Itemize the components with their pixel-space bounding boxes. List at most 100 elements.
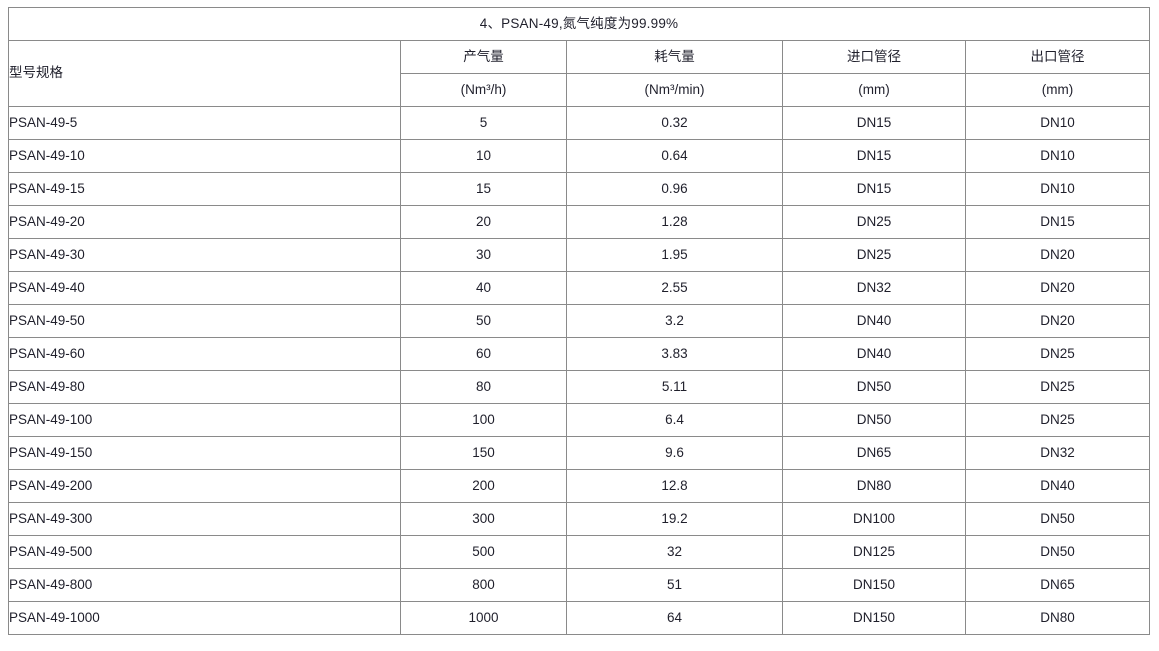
cell-flow: 150 [400, 436, 567, 470]
cell-flow: 50 [400, 304, 567, 338]
cell-cons: 1.95 [566, 238, 783, 272]
header-row-unit: (Nm³/h) (Nm³/min) (mm) (mm) [9, 73, 1150, 107]
cell-outlet: DN15 [965, 205, 1150, 239]
cell-inlet: DN25 [782, 238, 966, 272]
cell-outlet: DN50 [965, 502, 1150, 536]
cell-outlet: DN65 [965, 568, 1150, 602]
table-row: PSAN-49-1000 1000 64 DN150 DN80 [8, 601, 1150, 635]
cell-model: PSAN-49-10 [8, 139, 401, 173]
table-row: PSAN-49-800 800 51 DN150 DN65 [8, 568, 1150, 602]
cell-model: PSAN-49-500 [8, 535, 401, 569]
cell-inlet: DN150 [782, 601, 966, 635]
cell-flow: 500 [400, 535, 567, 569]
cell-flow: 1000 [400, 601, 567, 635]
table-row: PSAN-49-60 60 3.83 DN40 DN25 [8, 337, 1150, 371]
cell-model: PSAN-49-1000 [8, 601, 401, 635]
cell-cons: 5.11 [566, 370, 783, 404]
table-row: PSAN-49-80 80 5.11 DN50 DN25 [8, 370, 1150, 404]
cell-flow: 80 [400, 370, 567, 404]
cell-model: PSAN-49-20 [8, 205, 401, 239]
cell-outlet: DN20 [965, 304, 1150, 338]
table-title: 4、PSAN-49,氮气纯度为99.99% [8, 7, 1150, 41]
cell-outlet: DN10 [965, 172, 1150, 206]
table-row: PSAN-49-30 30 1.95 DN25 DN20 [8, 238, 1150, 272]
cell-model: PSAN-49-200 [8, 469, 401, 503]
cell-inlet: DN125 [782, 535, 966, 569]
cell-outlet: DN20 [965, 238, 1150, 272]
cell-cons: 32 [566, 535, 783, 569]
cell-flow: 200 [400, 469, 567, 503]
column-header-consumption: 耗气量 [566, 40, 783, 74]
cell-flow: 15 [400, 172, 567, 206]
cell-outlet: DN10 [965, 139, 1150, 173]
cell-flow: 30 [400, 238, 567, 272]
table-row: PSAN-49-500 500 32 DN125 DN50 [8, 535, 1150, 569]
table-row: PSAN-49-15 15 0.96 DN15 DN10 [8, 172, 1150, 206]
cell-outlet: DN25 [965, 370, 1150, 404]
cell-inlet: DN15 [782, 139, 966, 173]
table-row: PSAN-49-40 40 2.55 DN32 DN20 [8, 271, 1150, 305]
cell-model: PSAN-49-800 [8, 568, 401, 602]
header-row-name: 型号规格 产气量 耗气量 进口管径 出口管径 [8, 40, 1150, 107]
table-row: PSAN-49-5 5 0.32 DN15 DN10 [8, 106, 1150, 140]
cell-model: PSAN-49-80 [8, 370, 401, 404]
cell-flow: 5 [400, 106, 567, 140]
cell-inlet: DN15 [782, 106, 966, 140]
column-header-model: 型号规格 [8, 40, 401, 107]
cell-outlet: DN80 [965, 601, 1150, 635]
cell-outlet: DN10 [965, 106, 1150, 140]
cell-cons: 0.32 [566, 106, 783, 140]
cell-inlet: DN65 [782, 436, 966, 470]
cell-flow: 60 [400, 337, 567, 371]
cell-cons: 19.2 [566, 502, 783, 536]
table-row: PSAN-49-300 300 19.2 DN100 DN50 [8, 502, 1150, 536]
cell-model: PSAN-49-100 [8, 403, 401, 437]
cell-cons: 6.4 [566, 403, 783, 437]
cell-flow: 20 [400, 205, 567, 239]
cell-inlet: DN40 [782, 337, 966, 371]
specification-table: 4、PSAN-49,氮气纯度为99.99% 型号规格 产气量 耗气量 进口管径 … [8, 7, 1150, 635]
cell-cons: 12.8 [566, 469, 783, 503]
cell-cons: 0.64 [566, 139, 783, 173]
cell-inlet: DN50 [782, 370, 966, 404]
cell-model: PSAN-49-40 [8, 271, 401, 305]
cell-outlet: DN50 [965, 535, 1150, 569]
column-unit-outlet: (mm) [965, 73, 1150, 107]
cell-flow: 10 [400, 139, 567, 173]
cell-outlet: DN25 [965, 337, 1150, 371]
cell-flow: 100 [400, 403, 567, 437]
specification-sheet: 4、PSAN-49,氮气纯度为99.99% 型号规格 产气量 耗气量 进口管径 … [8, 7, 1150, 635]
cell-model: PSAN-49-15 [8, 172, 401, 206]
cell-cons: 51 [566, 568, 783, 602]
table-body: 4、PSAN-49,氮气纯度为99.99% 型号规格 产气量 耗气量 进口管径 … [8, 7, 1150, 635]
cell-outlet: DN40 [965, 469, 1150, 503]
cell-outlet: DN25 [965, 403, 1150, 437]
column-unit-flow: (Nm³/h) [400, 73, 567, 107]
cell-inlet: DN25 [782, 205, 966, 239]
cell-inlet: DN100 [782, 502, 966, 536]
cell-inlet: DN80 [782, 469, 966, 503]
cell-cons: 1.28 [566, 205, 783, 239]
table-row: PSAN-49-150 150 9.6 DN65 DN32 [8, 436, 1150, 470]
table-row: PSAN-49-200 200 12.8 DN80 DN40 [8, 469, 1150, 503]
table-row: PSAN-49-10 10 0.64 DN15 DN10 [8, 139, 1150, 173]
cell-cons: 0.96 [566, 172, 783, 206]
cell-model: PSAN-49-150 [8, 436, 401, 470]
cell-cons: 2.55 [566, 271, 783, 305]
cell-model: PSAN-49-60 [8, 337, 401, 371]
cell-model: PSAN-49-50 [8, 304, 401, 338]
cell-flow: 800 [400, 568, 567, 602]
cell-model: PSAN-49-30 [8, 238, 401, 272]
cell-cons: 3.83 [566, 337, 783, 371]
cell-cons: 9.6 [566, 436, 783, 470]
cell-inlet: DN50 [782, 403, 966, 437]
table-row: PSAN-49-50 50 3.2 DN40 DN20 [8, 304, 1150, 338]
cell-inlet: DN15 [782, 172, 966, 206]
cell-flow: 40 [400, 271, 567, 305]
cell-model: PSAN-49-300 [8, 502, 401, 536]
column-unit-consumption: (Nm³/min) [566, 73, 783, 107]
cell-inlet: DN150 [782, 568, 966, 602]
column-header-flow: 产气量 [400, 40, 567, 74]
cell-inlet: DN32 [782, 271, 966, 305]
column-header-outlet: 出口管径 [965, 40, 1150, 74]
